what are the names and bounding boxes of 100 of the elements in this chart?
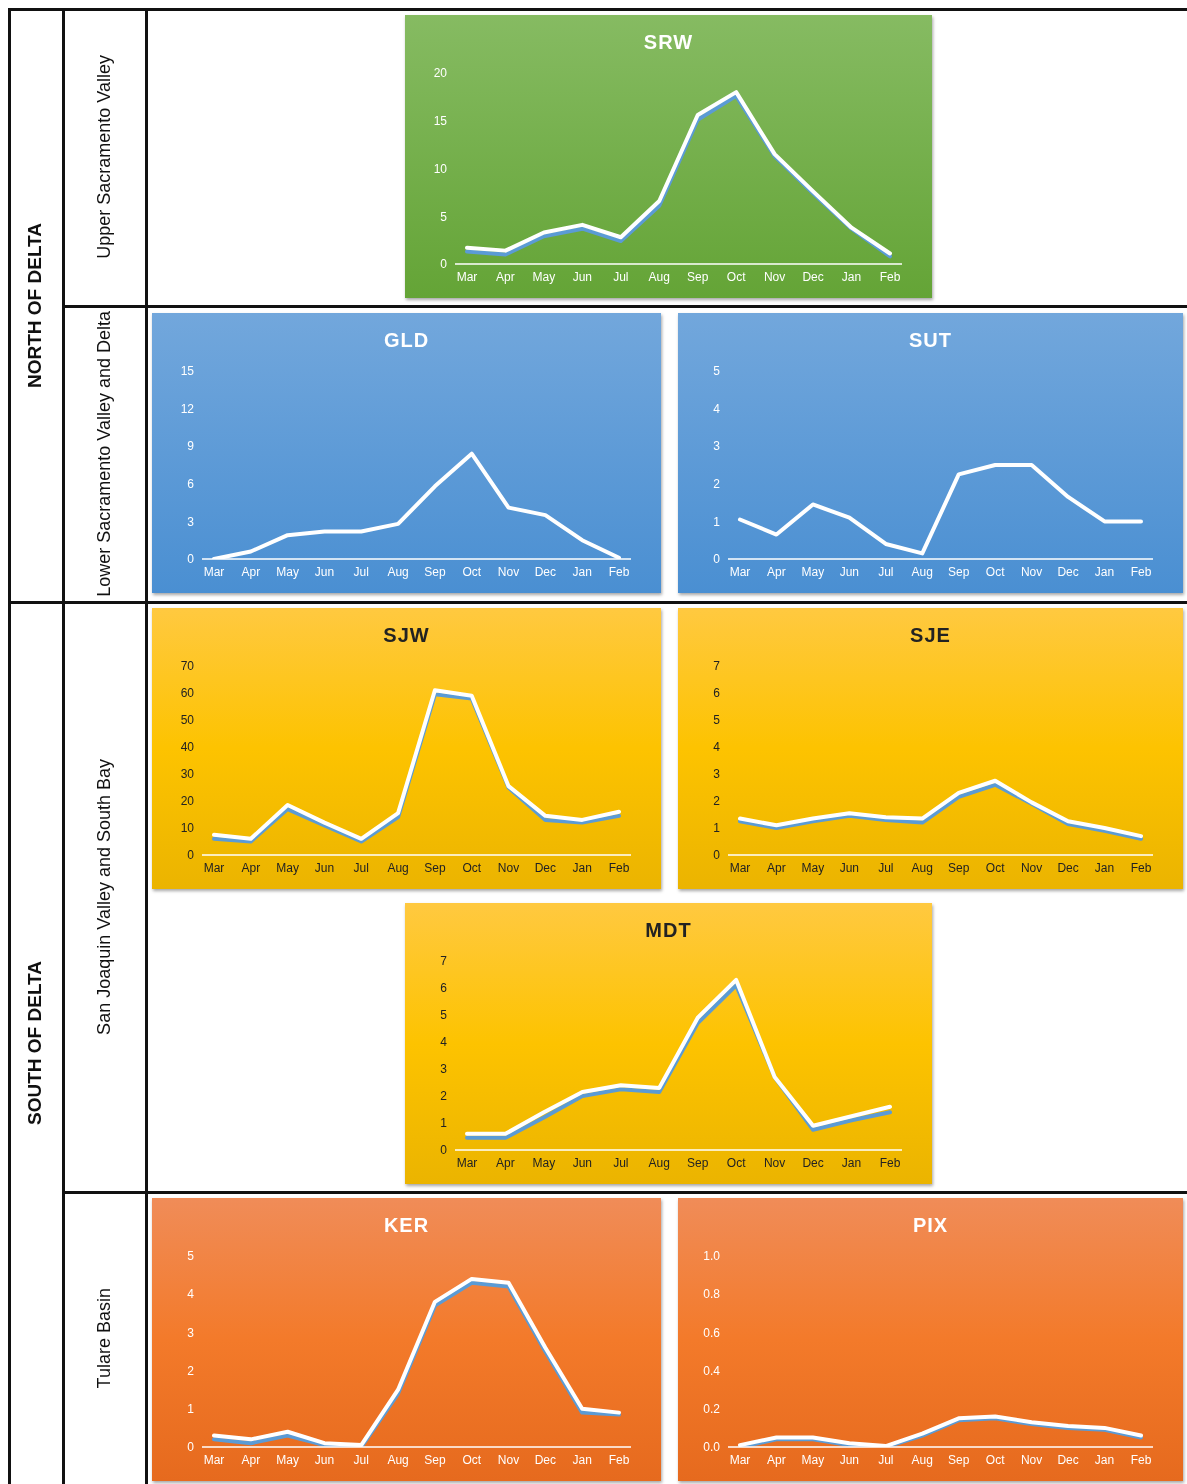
x-tick-label: Mar xyxy=(729,1452,751,1467)
x-tick-label: Sep xyxy=(424,860,446,875)
y-tick-label: 1 xyxy=(713,821,721,836)
x-tick-label: Apr xyxy=(767,564,786,579)
y-tick-label: 20 xyxy=(433,66,448,81)
y-tick-label: 2 xyxy=(713,794,721,809)
x-tick-label: Mar xyxy=(729,564,751,579)
text: Lower Sacramento Valley and Delta xyxy=(93,311,115,597)
x-tick-label: Aug xyxy=(911,1452,933,1467)
x-tick-label: May xyxy=(801,1452,825,1467)
x-tick-label: Aug xyxy=(387,1452,409,1467)
chart-title: SJW xyxy=(382,624,431,647)
x-tick-label: Feb xyxy=(608,1452,630,1467)
y-tick-label: 5 xyxy=(713,364,721,379)
x-tick-label: Sep xyxy=(948,564,970,579)
y-tick-label: 6 xyxy=(440,981,448,996)
y-tick-label: 1 xyxy=(713,514,721,529)
x-tick-label: Aug xyxy=(387,860,409,875)
y-tick-label: 0.0 xyxy=(703,1440,721,1455)
x-tick-label: Dec xyxy=(1057,564,1079,579)
x-tick-label: Jul xyxy=(353,1452,369,1467)
x-tick-label: Oct xyxy=(985,1452,1006,1467)
line-series xyxy=(738,463,1143,556)
x-tick-label: Mar xyxy=(203,564,225,579)
x-tick-label: Jan xyxy=(841,1155,862,1170)
y-tick-label: 0 xyxy=(440,257,448,272)
x-tick-label: Apr xyxy=(767,860,786,875)
x-tick-label: Jul xyxy=(353,860,369,875)
x-tick-label: Aug xyxy=(911,860,933,875)
y-tick-label: 0.6 xyxy=(703,1325,721,1340)
x-tick-label: Aug xyxy=(387,564,409,579)
y-tick-label: 5 xyxy=(713,713,721,728)
y-tick-label: 6 xyxy=(713,686,721,701)
x-tick-label: Nov xyxy=(1020,860,1043,875)
x-tick-label: Jul xyxy=(878,1452,894,1467)
x-tick-label: Oct xyxy=(462,860,482,875)
x-tick-label: Nov xyxy=(1020,564,1043,579)
x-tick-label: Jan xyxy=(572,1452,592,1467)
x-tick-label: Jun xyxy=(314,860,335,875)
text: San Joaquin Valley and South Bay xyxy=(93,759,115,1035)
y-tick-label: 15 xyxy=(433,114,448,129)
y-tick-label: 0 xyxy=(713,848,721,863)
y-tick-label: 1.0 xyxy=(703,1249,721,1264)
x-tick-label: May xyxy=(801,860,825,875)
x-tick-label: Jun xyxy=(839,1452,860,1467)
x-tick-label: Dec xyxy=(534,1452,557,1467)
y-tick-label: 15 xyxy=(180,364,195,379)
y-tick-label: 0.4 xyxy=(703,1363,721,1378)
x-tick-label: Nov xyxy=(497,1452,520,1467)
x-tick-label: Nov xyxy=(497,564,520,579)
x-tick-label: Dec xyxy=(802,269,824,284)
x-tick-label: Apr xyxy=(496,269,515,284)
x-tick-label: Feb xyxy=(1130,860,1152,875)
y-tick-label: 1 xyxy=(440,1116,448,1131)
text: Upper Sacramento Valley xyxy=(93,55,115,259)
x-tick-label: Sep xyxy=(424,1452,446,1467)
x-tick-label: Apr xyxy=(241,860,261,875)
x-tick-label: Sep xyxy=(687,1155,709,1170)
x-tick-label: Dec xyxy=(534,564,557,579)
y-tick-label: 3 xyxy=(713,439,721,454)
x-tick-label: Apr xyxy=(241,1452,261,1467)
x-tick-label: Jul xyxy=(613,269,629,284)
chart-title: SUT xyxy=(908,329,953,352)
y-tick-label: 2 xyxy=(440,1089,448,1104)
x-tick-label: Apr xyxy=(496,1155,515,1170)
x-tick-label: Jan xyxy=(1094,1452,1115,1467)
x-tick-label: Feb xyxy=(1130,1452,1152,1467)
y-tick-label: 2 xyxy=(187,1363,195,1378)
y-tick-label: 4 xyxy=(440,1035,448,1050)
x-tick-label: Sep xyxy=(948,1452,970,1467)
x-tick-label: Sep xyxy=(687,269,709,284)
x-tick-label: Nov xyxy=(1020,1452,1043,1467)
y-tick-label: 0 xyxy=(713,552,721,567)
x-tick-label: Jan xyxy=(1094,564,1115,579)
y-tick-label: 1 xyxy=(187,1402,195,1417)
x-tick-label: May xyxy=(532,269,556,284)
text: NORTH OF DELTA xyxy=(23,222,46,388)
x-tick-label: May xyxy=(532,1155,556,1170)
x-tick-label: Jul xyxy=(878,564,894,579)
chart-title: SJE xyxy=(909,624,952,647)
x-tick-label: Aug xyxy=(911,564,933,579)
y-tick-label: 7 xyxy=(440,954,448,969)
y-tick-label: 5 xyxy=(187,1249,195,1264)
y-tick-label: 2 xyxy=(713,477,721,492)
chart-title: KER xyxy=(382,1214,431,1237)
x-tick-label: May xyxy=(276,1452,299,1467)
chart-title: MDT xyxy=(644,919,693,942)
x-tick-label: Oct xyxy=(985,860,1006,875)
y-tick-label: 12 xyxy=(180,401,195,416)
x-tick-label: Jun xyxy=(314,564,335,579)
x-tick-label: Dec xyxy=(802,1155,824,1170)
x-tick-label: Jun xyxy=(314,1452,335,1467)
y-tick-label: 10 xyxy=(433,161,448,176)
x-tick-label: Mar xyxy=(729,860,751,875)
x-tick-label: Jun xyxy=(572,269,593,284)
x-tick-label: Jun xyxy=(572,1155,593,1170)
x-tick-label: Jan xyxy=(1094,860,1115,875)
x-tick-label: Dec xyxy=(1057,860,1079,875)
x-tick-label: Nov xyxy=(763,1155,786,1170)
y-tick-label: 70 xyxy=(180,659,195,674)
